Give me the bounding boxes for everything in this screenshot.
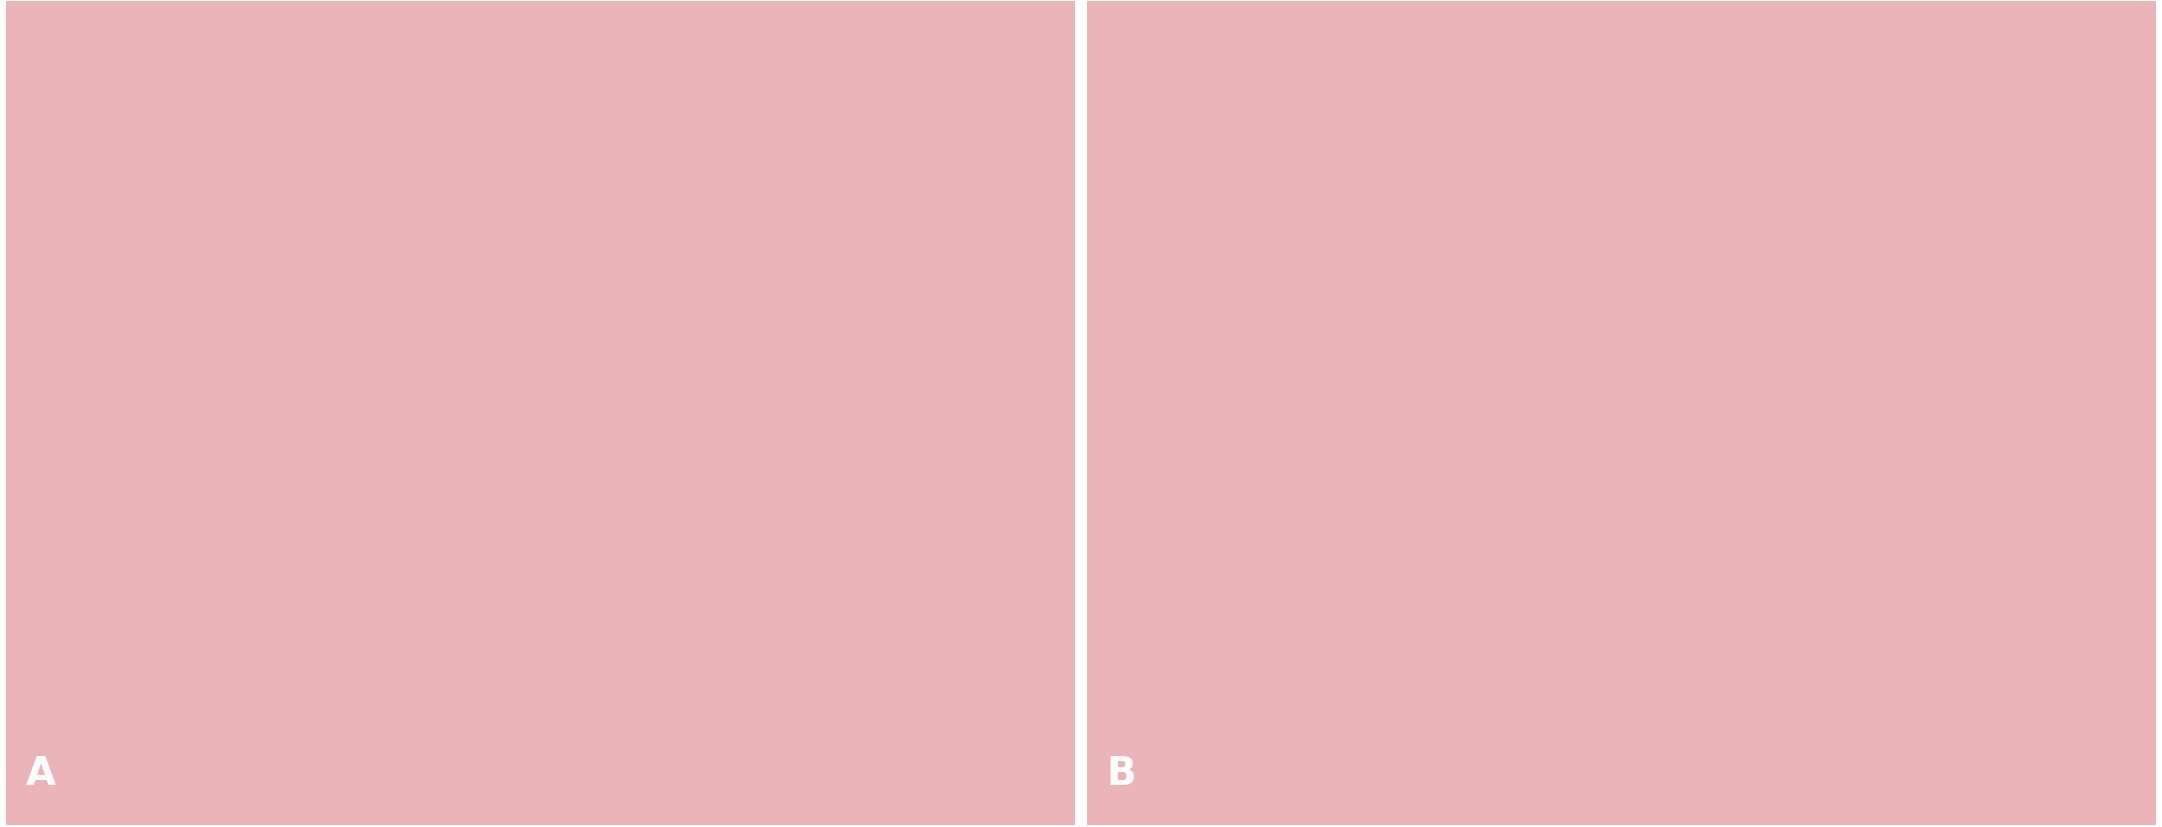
- Text: A: A: [26, 753, 56, 791]
- Text: B: B: [1107, 753, 1137, 791]
